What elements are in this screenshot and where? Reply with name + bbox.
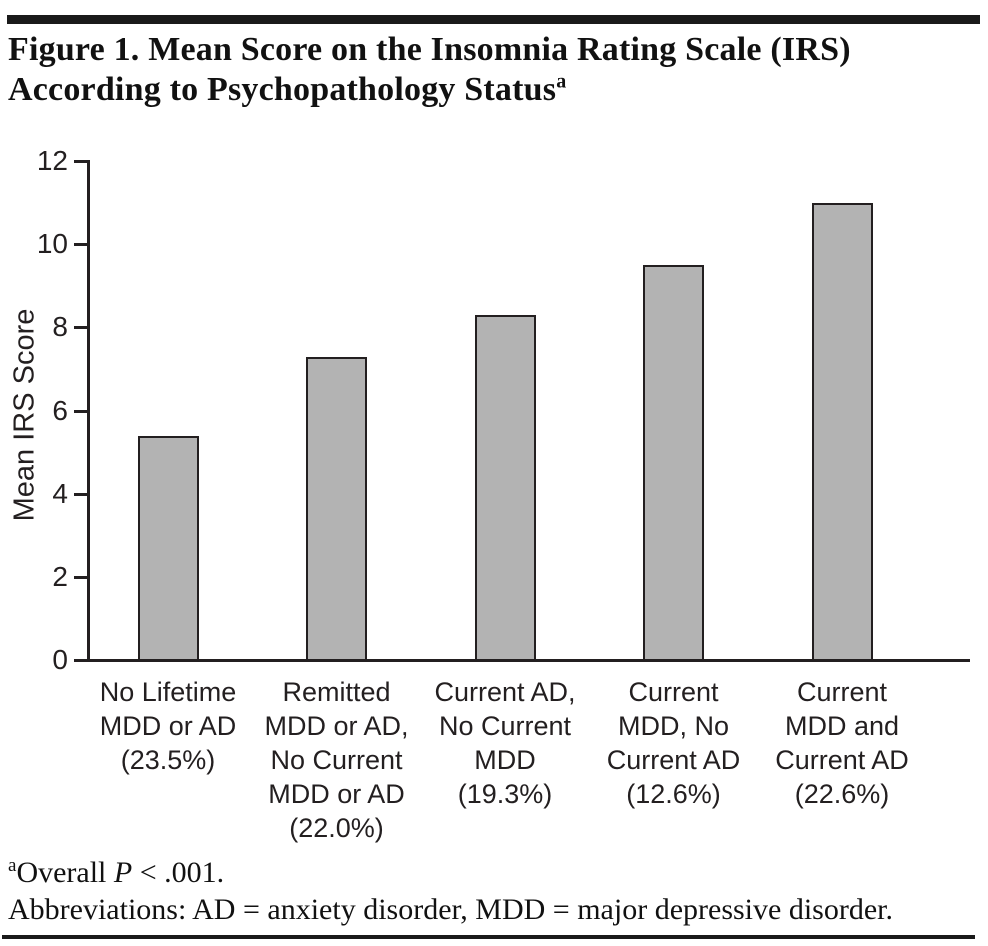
bar-current-mdd-and-ad: [811, 203, 873, 661]
x-category-line: No Current: [270, 745, 403, 775]
x-category-line: MDD and: [784, 711, 900, 741]
figure-title: Figure 1. Mean Score on the Insomnia Rat…: [8, 30, 968, 110]
x-category-line: Current: [628, 677, 719, 707]
x-category-line: No Lifetime: [99, 677, 237, 707]
x-category-line: (22.0%): [289, 813, 384, 843]
bar-remitted-mdd-or-ad: [306, 357, 367, 661]
bar-current-ad-no-mdd: [474, 315, 536, 661]
y-tick-mark-0: [74, 659, 88, 662]
x-category-label: Current MDD and Current AD (22.6%): [744, 675, 940, 811]
footnote-abbreviations: Abbreviations: AD = anxiety disorder, MD…: [8, 893, 893, 926]
x-axis-line: [86, 659, 970, 662]
bar-current-mdd-no-ad: [643, 265, 704, 661]
x-category-line: No Current: [438, 711, 572, 741]
bar-no-lifetime-mdd-or-ad: [137, 436, 199, 661]
figure-title-line1: Figure 1. Mean Score on the Insomnia Rat…: [8, 31, 851, 68]
y-tick-mark-2: [74, 576, 88, 579]
footnote-text: < .001.: [132, 856, 225, 889]
y-tick-label-6: 6: [52, 395, 68, 426]
x-category-label: Remitted MDD or AD, No Current MDD or AD…: [239, 675, 435, 845]
y-tick-label-4: 4: [52, 478, 68, 509]
x-category-line: Current AD,: [434, 677, 576, 707]
y-tick-label-12: 12: [36, 145, 68, 176]
x-category-line: Current AD: [606, 745, 741, 775]
x-category-line: MDD or AD: [268, 779, 405, 809]
x-category-line: (12.6%): [626, 779, 721, 809]
x-category-line: (23.5%): [120, 745, 216, 775]
y-tick-mark-12: [74, 160, 88, 163]
footnote-p-symbol: P: [113, 856, 133, 889]
plot-area: [86, 161, 970, 661]
x-category-line: Current: [796, 677, 888, 707]
bottom-rule: [2, 935, 975, 939]
y-axis-line: [87, 160, 90, 661]
footnote-superscript: a: [8, 855, 17, 876]
x-category-line: (22.6%): [794, 779, 890, 809]
y-tick-mark-6: [74, 410, 88, 413]
footnote-text: Overall: [16, 856, 114, 889]
x-category-line: Remitted: [282, 677, 391, 707]
x-category-label: Current MDD, No Current AD (12.6%): [576, 675, 772, 811]
y-tick-mark-8: [74, 326, 88, 329]
x-category-label: No Lifetime MDD or AD (23.5%): [70, 675, 266, 777]
y-tick-label-8: 8: [52, 311, 68, 342]
figure-title-line2: According to Psychopathology Status: [8, 71, 557, 108]
y-tick-mark-4: [74, 493, 88, 496]
x-category-line: MDD: [474, 745, 536, 775]
x-category-label: Current AD, No Current MDD (19.3%): [407, 675, 603, 811]
y-tick-label-10: 10: [36, 228, 68, 259]
top-rule: [7, 15, 980, 24]
y-tick-label-2: 2: [52, 561, 68, 592]
x-category-line: (19.3%): [457, 779, 553, 809]
x-category-line: MDD or AD: [99, 711, 237, 741]
x-category-line: MDD or AD,: [264, 711, 409, 741]
y-tick-label-0: 0: [52, 644, 68, 675]
footnote-overall-p: aOverall P < .001.: [8, 856, 978, 890]
x-category-line: MDD, No: [617, 711, 729, 741]
y-tick-mark-10: [74, 243, 88, 246]
figure-title-superscript: a: [556, 70, 567, 93]
x-category-line: Current AD: [775, 745, 909, 775]
